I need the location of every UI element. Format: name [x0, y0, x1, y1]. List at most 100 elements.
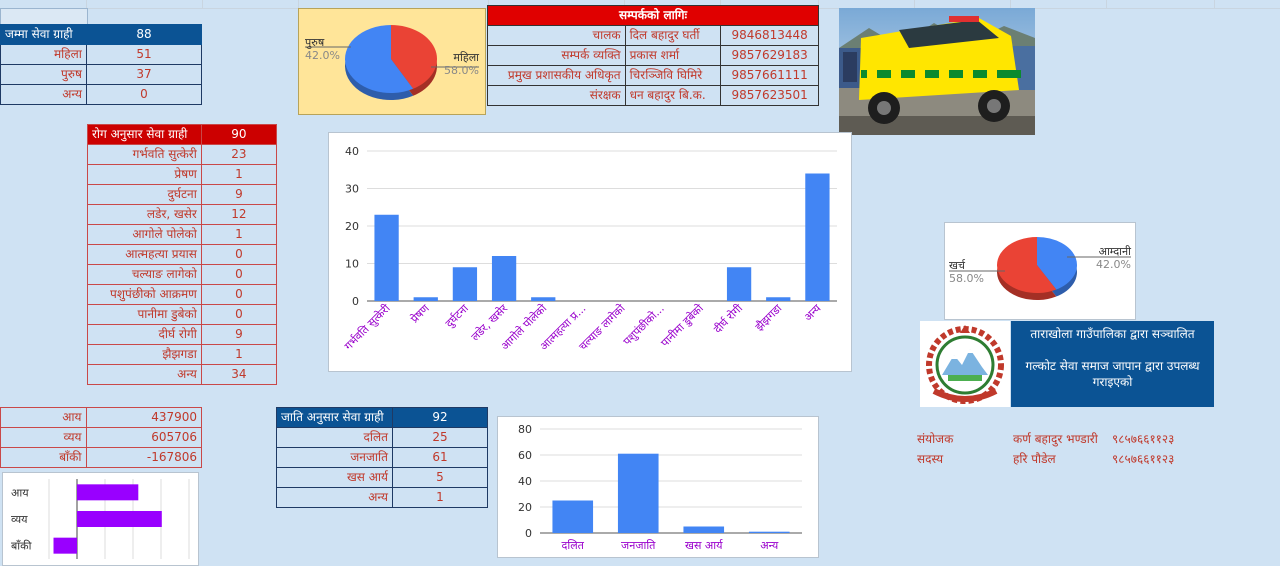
- row-label[interactable]: दुर्घटना: [87, 184, 202, 205]
- caste-bar-chart[interactable]: 0 20 40 60 80 दलित जनजाति खस आर्य अन्य: [497, 416, 819, 558]
- row-label[interactable]: पशुपंछीको आक्रमण: [87, 284, 202, 305]
- row-label[interactable]: पानीमा डुबेको: [87, 304, 202, 325]
- table-row[interactable]: आगोले पोलेको 1: [87, 224, 278, 245]
- table-row[interactable]: आय 437900: [0, 407, 202, 428]
- disease-bar-chart[interactable]: 0 10 20 30 40 गर्भवति सुत्केरी प्रेषण दुर्घटना ल…: [328, 132, 852, 372]
- ambulance-photo[interactable]: [839, 8, 1035, 135]
- table-row[interactable]: अन्य 0: [0, 84, 203, 105]
- contact-phone[interactable]: 9857623501: [720, 85, 819, 106]
- contact-phone[interactable]: 9857661111: [720, 65, 819, 86]
- table-row[interactable]: पशुपंछीको आक्रमण 0: [87, 284, 278, 305]
- row-label[interactable]: पुरुष: [0, 64, 87, 85]
- contact-role[interactable]: संरक्षक: [487, 85, 626, 106]
- table-row[interactable]: पानीमा डुबेको 0: [87, 304, 278, 325]
- contact-name[interactable]: दिल बहादुर घर्ती: [624, 25, 722, 46]
- table-row[interactable]: प्रेषण 1: [87, 164, 278, 185]
- row-label[interactable]: झैझगडा: [87, 344, 202, 365]
- row-label[interactable]: अन्य: [0, 84, 87, 105]
- table-row[interactable]: दलित 25: [276, 427, 489, 448]
- row-label[interactable]: लडेर, खसेर: [87, 204, 202, 225]
- row-label[interactable]: दीर्घ रोगी: [87, 324, 202, 345]
- row-label[interactable]: आय: [0, 407, 87, 428]
- row-label[interactable]: दलित: [276, 427, 393, 448]
- contacts-header-row[interactable]: सम्पर्कको लागिः: [487, 5, 819, 26]
- table-row[interactable]: खस आर्य 5: [276, 467, 489, 488]
- table-row[interactable]: सम्पर्क व्यक्ति प्रकास शर्मा 9857629183: [487, 45, 819, 66]
- row-value[interactable]: 51: [85, 44, 203, 65]
- row-value[interactable]: 0: [200, 244, 278, 265]
- row-value[interactable]: 9: [200, 324, 278, 345]
- contact-role[interactable]: चालक: [487, 25, 626, 46]
- row-value[interactable]: 1: [200, 164, 278, 185]
- table-row[interactable]: संरक्षक धन बहादुर बि.क. 9857623501: [487, 85, 819, 106]
- row-label[interactable]: अन्य: [87, 364, 202, 385]
- row-label[interactable]: आगोले पोलेको: [87, 224, 202, 245]
- row-label[interactable]: व्यय: [0, 427, 87, 448]
- table-row[interactable]: आत्महत्या प्रयास 0: [87, 244, 278, 265]
- row-label[interactable]: खस आर्य: [276, 467, 393, 488]
- row-label[interactable]: गर्भवति सुत्केरी: [87, 144, 202, 165]
- table-row[interactable]: दुर्घटना 9: [87, 184, 278, 205]
- budget-pie-chart[interactable]: आम्दानी 42.0% खर्च 58.0%: [944, 222, 1136, 320]
- row-value[interactable]: 0: [200, 304, 278, 325]
- row-value[interactable]: 25: [391, 427, 489, 448]
- contacts-title[interactable]: सम्पर्कको लागिः: [487, 5, 819, 26]
- totals-header-row[interactable]: जम्मा सेवा ग्राही 88: [0, 24, 203, 45]
- table-row[interactable]: चालक दिल बहादुर घर्ती 9846813448: [487, 25, 819, 46]
- table-row[interactable]: झैझगडा 1: [87, 344, 278, 365]
- caste-header-label[interactable]: जाति अनुसार सेवा ग्राही: [276, 407, 393, 428]
- table-row[interactable]: पुरुष 37: [0, 64, 203, 85]
- row-label[interactable]: बाँकी: [0, 447, 87, 468]
- table-row[interactable]: बाँकी -167806: [0, 447, 202, 468]
- row-value[interactable]: 23: [200, 144, 278, 165]
- table-row[interactable]: लडेर, खसेर 12: [87, 204, 278, 225]
- row-value[interactable]: 12: [200, 204, 278, 225]
- row-value[interactable]: 0: [85, 84, 203, 105]
- gender-pie-chart[interactable]: पुरुष 42.0% महिला 58.0%: [298, 8, 486, 115]
- row-value[interactable]: 1: [200, 224, 278, 245]
- contact-phone[interactable]: 9857629183: [720, 45, 819, 66]
- totals-value[interactable]: 88: [85, 24, 203, 45]
- row-value[interactable]: 9: [200, 184, 278, 205]
- row-value[interactable]: 37: [85, 64, 203, 85]
- row-label[interactable]: जनजाति: [276, 447, 393, 468]
- row-value[interactable]: 61: [391, 447, 489, 468]
- caste-header-row[interactable]: जाति अनुसार सेवा ग्राही 92: [276, 407, 489, 428]
- row-value[interactable]: -167806: [85, 447, 202, 468]
- row-value[interactable]: 34: [200, 364, 278, 385]
- credit-phone: ९८५७६६११२३: [1112, 432, 1175, 446]
- table-row[interactable]: महिला 51: [0, 44, 203, 65]
- contact-role[interactable]: सम्पर्क व्यक्ति: [487, 45, 626, 66]
- disease-header-value[interactable]: 90: [200, 124, 278, 145]
- contact-phone[interactable]: 9846813448: [720, 25, 819, 46]
- row-label[interactable]: आत्महत्या प्रयास: [87, 244, 202, 265]
- contact-name[interactable]: धन बहादुर बि.क.: [624, 85, 722, 106]
- table-row[interactable]: जनजाति 61: [276, 447, 489, 468]
- row-label[interactable]: प्रेषण: [87, 164, 202, 185]
- caste-header-value[interactable]: 92: [391, 407, 489, 428]
- row-value[interactable]: 437900: [85, 407, 202, 428]
- row-value[interactable]: 1: [391, 487, 489, 508]
- row-value[interactable]: 0: [200, 284, 278, 305]
- row-label[interactable]: अन्य: [276, 487, 393, 508]
- row-value[interactable]: 605706: [85, 427, 202, 448]
- row-label[interactable]: चल्याङ लागेको: [87, 264, 202, 285]
- row-value[interactable]: 5: [391, 467, 489, 488]
- row-label[interactable]: महिला: [0, 44, 87, 65]
- table-row[interactable]: अन्य 1: [276, 487, 489, 508]
- row-value[interactable]: 1: [200, 344, 278, 365]
- disease-header-row[interactable]: रोग अनुसार सेवा ग्राही 90: [87, 124, 278, 145]
- row-value[interactable]: 0: [200, 264, 278, 285]
- table-row[interactable]: दीर्घ रोगी 9: [87, 324, 278, 345]
- contact-name[interactable]: चिरञ्जिवि घिमिरे: [624, 65, 722, 86]
- table-row[interactable]: अन्य 34: [87, 364, 278, 385]
- contact-role[interactable]: प्रमुख प्रशासकीय अधिकृत: [487, 65, 626, 86]
- table-row[interactable]: व्यय 605706: [0, 427, 202, 448]
- finance-bar-chart[interactable]: आय व्यय बाँकी: [2, 472, 199, 566]
- table-row[interactable]: गर्भवति सुत्केरी 23: [87, 144, 278, 165]
- contact-name[interactable]: प्रकास शर्मा: [624, 45, 722, 66]
- totals-label[interactable]: जम्मा सेवा ग्राही: [0, 24, 87, 45]
- table-row[interactable]: प्रमुख प्रशासकीय अधिकृत चिरञ्जिवि घिमिरे…: [487, 65, 819, 86]
- table-row[interactable]: चल्याङ लागेको 0: [87, 264, 278, 285]
- disease-header-label[interactable]: रोग अनुसार सेवा ग्राही: [87, 124, 202, 145]
